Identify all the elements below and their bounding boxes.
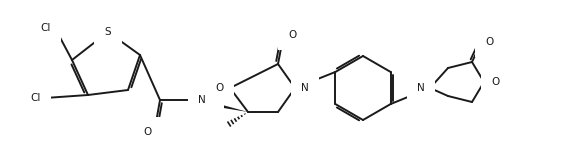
- Text: O: O: [485, 37, 493, 47]
- Text: O: O: [491, 77, 499, 87]
- Text: Cl: Cl: [31, 93, 41, 103]
- Polygon shape: [192, 97, 248, 112]
- Text: N: N: [301, 83, 308, 93]
- Text: O: O: [288, 30, 296, 40]
- Text: O: O: [216, 83, 224, 93]
- Text: N: N: [417, 83, 425, 93]
- Text: Cl: Cl: [41, 23, 51, 33]
- Text: S: S: [105, 27, 112, 37]
- Text: O: O: [143, 127, 151, 137]
- Text: NH: NH: [198, 95, 213, 105]
